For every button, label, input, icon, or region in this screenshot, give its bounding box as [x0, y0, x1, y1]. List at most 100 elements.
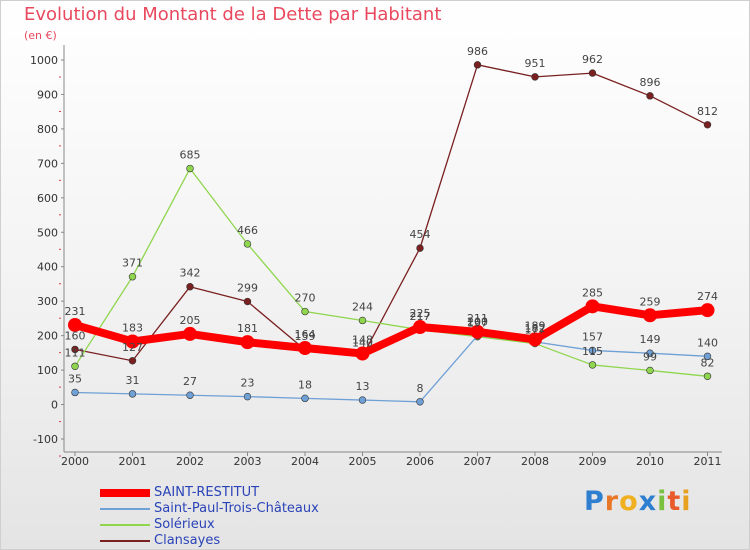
legend-label: SAINT-RESTITUT: [154, 485, 260, 500]
data-label: 164: [295, 328, 316, 341]
data-point: [128, 273, 137, 281]
data-label: 197: [467, 317, 488, 330]
chart-legend: SAINT-RESTITUT Saint-Paul-Trois-Châteaux S…: [100, 485, 319, 549]
logo-letter: i: [657, 486, 668, 517]
data-label: 259: [640, 295, 661, 308]
data-label: 217: [410, 310, 431, 323]
chart-subtitle: (en €): [24, 29, 57, 42]
data-label: 160: [65, 329, 86, 342]
series-line-0: [71, 302, 712, 358]
x-tick-label: 2005: [349, 455, 377, 468]
logo-letter: t: [667, 486, 682, 517]
data-point: [528, 332, 542, 347]
data-point: [183, 326, 197, 341]
x-tick-label: 2003: [234, 455, 262, 468]
data-label: 986: [467, 45, 488, 58]
legend-item: Clansayes: [100, 533, 319, 549]
data-label: 182: [525, 322, 546, 335]
logo-letter: r: [604, 486, 620, 517]
data-point: [416, 244, 424, 252]
data-point: [703, 121, 712, 129]
data-point: [588, 361, 597, 369]
data-label: 149: [640, 333, 661, 346]
x-tick-label: 2008: [521, 455, 549, 468]
data-label: 157: [582, 330, 603, 343]
legend-label: Solérieux: [154, 517, 215, 532]
data-point: [243, 297, 252, 306]
x-tick-label: 2010: [636, 455, 664, 468]
data-label: 127: [122, 341, 143, 354]
data-label: 342: [180, 267, 201, 280]
legend-swatch: [100, 489, 150, 497]
data-point: [416, 398, 424, 406]
data-point: [358, 396, 367, 404]
data-label: 31: [126, 374, 140, 387]
legend-swatch: [100, 540, 150, 542]
legend-item: Saint-Paul-Trois-Châteaux: [100, 501, 319, 517]
data-label: 148: [352, 334, 373, 347]
data-label: 454: [410, 228, 431, 241]
y-tick-label: 0: [51, 399, 58, 412]
data-label: 299: [237, 282, 258, 295]
data-label: 140: [697, 336, 718, 349]
y-tick-label: 1000: [30, 54, 58, 67]
data-point: [358, 316, 367, 325]
legend-label: Saint-Paul-Trois-Châteaux: [154, 501, 319, 516]
data-point: [186, 164, 194, 173]
data-point: [413, 320, 427, 335]
data-point: [473, 61, 482, 69]
data-point: [243, 240, 252, 248]
data-point: [588, 346, 597, 355]
logo-letter: P: [584, 486, 605, 517]
y-tick-label: 400: [37, 261, 58, 274]
data-point: [643, 308, 657, 323]
data-point: [128, 390, 137, 398]
data-label: 8: [417, 382, 424, 395]
x-tick-label: 2001: [119, 455, 147, 468]
data-point: [355, 346, 370, 361]
data-label: 211: [467, 312, 488, 325]
data-label: 115: [582, 345, 603, 358]
data-label: 99: [643, 350, 657, 363]
data-label: 200: [467, 316, 488, 329]
data-label: 189: [525, 319, 546, 332]
y-tick-label: -100: [33, 433, 58, 446]
data-label: 18: [298, 378, 312, 391]
data-label: 35: [68, 372, 82, 385]
legend-item: SAINT-RESTITUT: [100, 485, 319, 501]
series-line-2: [74, 167, 709, 377]
data-label: 177: [525, 324, 546, 337]
legend-swatch: [100, 508, 150, 510]
data-point: [71, 345, 79, 354]
chart-title: Evolution du Montant de la Dette par Hab…: [24, 4, 442, 25]
x-tick-label: 2007: [464, 455, 492, 468]
series-line-3: [74, 64, 709, 362]
y-tick-label: 700: [37, 157, 58, 170]
data-point: [298, 341, 312, 356]
data-label: 270: [295, 292, 316, 305]
data-point: [646, 92, 654, 100]
y-tick-label: 800: [37, 123, 58, 136]
data-point: [585, 299, 600, 314]
data-point: [68, 317, 82, 332]
y-tick-label: 100: [37, 364, 58, 377]
y-tick-label: 300: [37, 295, 58, 308]
data-point: [700, 303, 715, 318]
data-label: 466: [237, 224, 258, 237]
x-tick-label: 2006: [406, 455, 434, 468]
data-point: [646, 349, 654, 357]
data-point: [125, 334, 140, 349]
y-tick-label: 900: [37, 88, 58, 101]
logo-letter: o: [619, 486, 639, 517]
logo-letter: i: [681, 486, 692, 517]
x-tick-label: 2002: [176, 455, 204, 468]
data-point: [470, 324, 485, 339]
x-tick-label: 2011: [694, 455, 722, 468]
data-label: 231: [65, 305, 86, 318]
data-point: [186, 391, 194, 399]
data-point: [703, 352, 712, 361]
data-label: 371: [122, 257, 143, 270]
x-tick-label: 2000: [61, 455, 89, 468]
data-label: 896: [640, 76, 661, 89]
